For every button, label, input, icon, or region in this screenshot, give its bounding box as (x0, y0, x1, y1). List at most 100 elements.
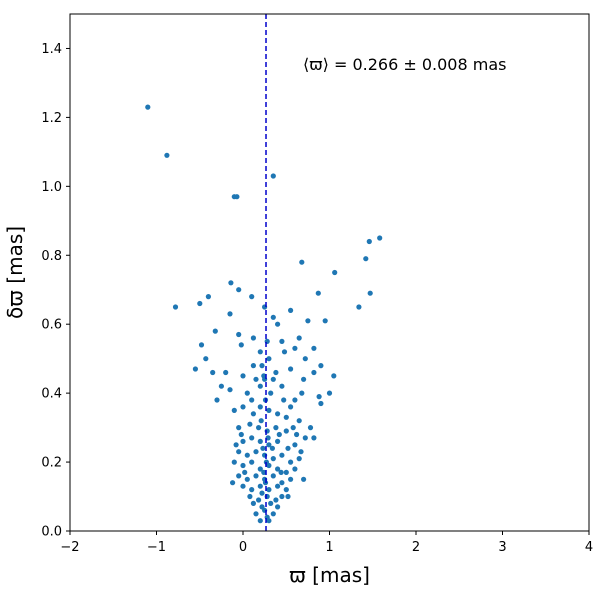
data-point (227, 311, 233, 317)
data-point (240, 373, 246, 379)
data-point (318, 363, 324, 369)
data-point (266, 356, 272, 362)
data-point (275, 504, 281, 510)
data-point (236, 287, 242, 293)
data-point (249, 487, 255, 493)
data-point (256, 425, 262, 431)
data-point (269, 445, 275, 451)
data-point (315, 290, 321, 296)
data-point (218, 383, 224, 389)
data-point (366, 238, 372, 245)
data-point (279, 452, 285, 458)
data-point (301, 476, 307, 482)
data-point (249, 459, 255, 465)
data-point (242, 469, 248, 475)
y-axis: 0.0 0.2 0.4 0.6 0.8 1.0 1.2 1.4 (41, 42, 70, 540)
y-tick-label: 0.4 (41, 387, 62, 402)
data-point (233, 442, 239, 448)
data-point (279, 338, 285, 344)
y-tick-label: 0.6 (41, 318, 62, 333)
data-point (288, 366, 294, 372)
x-tick-label: −2 (60, 540, 79, 555)
data-point (294, 431, 300, 438)
data-point (316, 394, 322, 400)
x-tick-label: 4 (585, 540, 593, 555)
data-point (231, 459, 237, 465)
x-axis: −2 −1 0 1 2 3 4 (60, 531, 593, 555)
data-point (288, 307, 294, 313)
data-point (292, 397, 298, 403)
data-point (279, 383, 285, 389)
data-point (257, 438, 263, 444)
data-point (283, 414, 289, 420)
y-tick-label: 0.2 (41, 456, 62, 471)
data-point (311, 369, 317, 376)
data-point (283, 469, 289, 475)
data-point (356, 304, 362, 310)
data-point (249, 397, 255, 403)
data-point (247, 421, 253, 427)
x-axis-label: ϖ [mas] (289, 563, 370, 587)
data-point (192, 366, 198, 372)
data-point (244, 476, 250, 482)
data-point (367, 290, 373, 296)
x-tick-label: 2 (412, 540, 420, 555)
data-point (258, 418, 264, 424)
y-axis-label: δϖ [mas] (3, 226, 27, 319)
data-point (283, 428, 289, 434)
data-point (279, 480, 285, 486)
data-point (227, 387, 233, 393)
data-point (292, 345, 298, 351)
data-point (236, 473, 242, 479)
data-point (253, 473, 259, 479)
data-point (261, 373, 267, 379)
x-tick-label: 3 (498, 540, 506, 555)
data-point (311, 435, 317, 441)
data-point (253, 376, 259, 382)
data-point (278, 469, 284, 475)
data-point (285, 493, 291, 500)
data-point (311, 345, 317, 351)
data-point (236, 449, 242, 455)
data-point (275, 411, 281, 417)
data-point (318, 400, 324, 407)
data-point (247, 493, 253, 500)
data-point (270, 473, 276, 479)
data-point (290, 425, 296, 431)
x-tick-label: 0 (239, 540, 247, 555)
data-point (240, 404, 246, 410)
data-point (259, 490, 265, 496)
data-point (279, 493, 285, 500)
data-point (296, 335, 302, 341)
data-point (275, 483, 281, 489)
data-point (298, 449, 304, 455)
data-point (266, 442, 272, 448)
data-point (257, 483, 263, 489)
data-point (259, 363, 265, 369)
data-point (261, 469, 267, 475)
data-point (285, 445, 291, 451)
data-point (276, 431, 282, 438)
data-point (266, 487, 272, 493)
data-point (238, 342, 244, 348)
y-tick-label: 1.2 (41, 111, 62, 126)
data-point (281, 349, 288, 355)
data-point (296, 456, 302, 462)
data-point (164, 152, 170, 158)
data-point (275, 466, 281, 472)
data-point (270, 511, 276, 517)
data-point (231, 407, 237, 413)
data-point (332, 269, 338, 276)
data-point (270, 456, 276, 462)
data-point (223, 369, 229, 376)
data-point (260, 445, 266, 451)
data-point (228, 280, 234, 286)
data-point (172, 304, 179, 310)
data-point (273, 497, 279, 503)
data-point (214, 397, 220, 403)
y-tick-label: 1.4 (41, 42, 62, 57)
data-point (363, 256, 369, 262)
y-tick-label: 0.8 (41, 249, 62, 264)
